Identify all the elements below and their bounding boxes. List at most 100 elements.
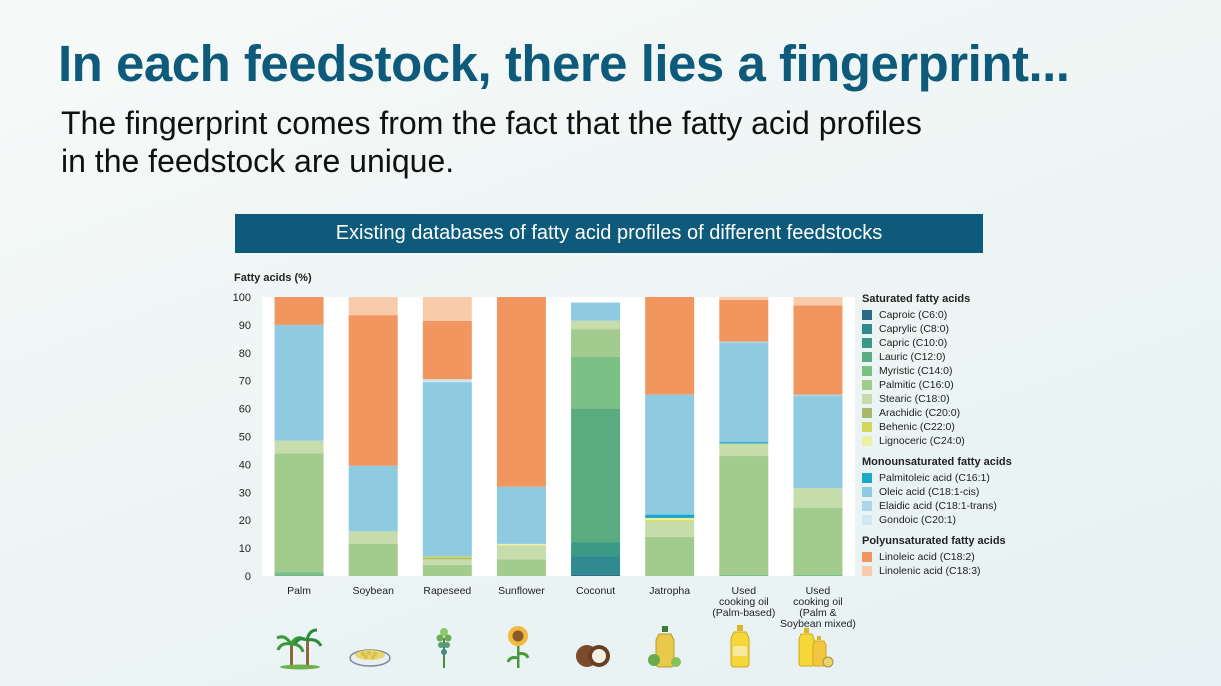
x-tick-label: Palm — [287, 585, 311, 597]
bar-segment — [274, 297, 324, 325]
bar-segment — [496, 486, 546, 544]
bar-segment — [719, 442, 769, 444]
legend-group: Polyunsaturated fatty acids Linoleic acid… — [862, 535, 1062, 578]
rapeseed-plant-icon — [436, 628, 452, 668]
bar-segment — [571, 574, 621, 576]
bar-segment — [645, 297, 695, 395]
bar-segment — [793, 396, 843, 489]
bar-segment — [793, 574, 843, 576]
bar-segment — [719, 443, 769, 457]
bar-segment — [645, 517, 695, 521]
y-tick-label: 60 — [239, 404, 251, 416]
bar-segment — [571, 320, 621, 330]
y-tick-label: 40 — [239, 459, 251, 471]
bar-segment — [274, 324, 324, 441]
jatropha-oil-icon — [648, 626, 681, 668]
legend-item: Caproic (C6:0) — [862, 308, 1062, 322]
bar-segment — [422, 564, 472, 576]
chart-legend: Saturated fatty acids Caproic (C6:0) Capry… — [862, 293, 1062, 586]
y-axis-label: Fatty acids (%) — [234, 272, 312, 284]
bar-segment — [645, 521, 695, 537]
x-tick-label: Jatropha — [649, 585, 690, 597]
legend-group-title: Saturated fatty acids — [862, 293, 971, 305]
legend-swatch — [862, 366, 872, 376]
bar-segment — [571, 329, 621, 357]
bar-segment — [645, 536, 695, 576]
chart-banner: Existing databases of fatty acid profile… — [235, 214, 983, 253]
y-tick-label: 10 — [239, 543, 251, 555]
bar-segment — [571, 356, 621, 409]
bar-segment — [571, 556, 621, 575]
legend-item: Palmitoleic acid (C16:1) — [862, 471, 1062, 485]
bar-segment — [348, 315, 398, 466]
legend-label: Lauric (C12:0) — [879, 351, 946, 363]
bar-segment — [496, 543, 546, 546]
legend-item: Arachidic (C20:0) — [862, 406, 1062, 420]
bar-segment — [422, 557, 472, 560]
legend-swatch — [862, 352, 872, 362]
legend-label: Myristic (C14:0) — [879, 365, 953, 377]
legend-item: Linolenic acid (C18:3) — [862, 564, 1062, 578]
bar-segment — [422, 320, 472, 380]
legend-swatch — [862, 501, 872, 511]
legend-swatch — [862, 473, 872, 483]
legend-label: Palmitic (C16:0) — [879, 379, 954, 391]
legend-group: Saturated fatty acids Caproic (C6:0) Capry… — [862, 293, 1062, 448]
bar-segment — [793, 394, 843, 397]
subtitle-line-2: in the feedstock are unique. — [61, 143, 455, 179]
legend-label: Oleic acid (C18:1-cis) — [879, 486, 980, 498]
bar-segment — [571, 302, 621, 321]
legend-swatch — [862, 436, 872, 446]
legend-label: Capric (C10:0) — [879, 337, 948, 349]
y-tick-label: 100 — [233, 292, 251, 304]
legend-item: Elaidic acid (C18:1-trans) — [862, 499, 1062, 513]
bar-segment — [793, 297, 843, 306]
legend-label: Arachidic (C20:0) — [879, 407, 961, 419]
sunflower-icon — [506, 626, 530, 668]
bar-segment — [422, 559, 472, 565]
legend-label: Elaidic acid (C18:1-trans) — [879, 500, 997, 512]
y-tick-label: 50 — [239, 432, 251, 444]
bar-segment — [274, 453, 324, 573]
slide-title: In each feedstock, there lies a fingerpr… — [58, 35, 1070, 92]
bar-segment — [422, 379, 472, 383]
mixed-oil-bottles-icon — [798, 628, 834, 668]
bar-segment — [348, 531, 398, 544]
legend-label: Palmitoleic acid (C16:1) — [879, 472, 990, 484]
legend-item: Linoleic acid (C18:2) — [862, 550, 1062, 564]
legend-item: Palmitic (C16:0) — [862, 378, 1062, 392]
bar-segment — [719, 456, 769, 575]
legend-item: Lauric (C12:0) — [862, 350, 1062, 364]
cooking-oil-bottle-icon — [730, 625, 750, 668]
bar-segment — [274, 575, 324, 576]
y-tick-label: 0 — [245, 571, 251, 583]
palm-tree-icon — [276, 628, 323, 670]
bar-segment — [719, 299, 769, 342]
bar-segment — [348, 543, 398, 576]
bar-segment — [719, 297, 769, 300]
bar-segment — [496, 559, 546, 576]
legend-item: Lignoceric (C24:0) — [862, 434, 1062, 448]
x-tick-label: Sunflower — [498, 585, 545, 597]
legend-swatch — [862, 422, 872, 432]
x-tick-label: Used cooking oil (Palm-based) — [712, 585, 775, 619]
bar-segment — [571, 408, 621, 543]
bar-segment — [274, 440, 324, 454]
legend-group-title: Monounsaturated fatty acids — [862, 456, 1012, 468]
y-tick-label: 30 — [239, 487, 251, 499]
bar-segment — [274, 572, 324, 576]
x-tick-label: Soybean — [352, 585, 394, 597]
bar-segment — [422, 297, 472, 321]
legend-label: Caproic (C6:0) — [879, 309, 948, 321]
legend-swatch — [862, 324, 872, 334]
legend-group: Monounsaturated fatty acids Palmitoleic a… — [862, 456, 1062, 527]
x-tick-label: Coconut — [576, 585, 615, 597]
bar-segment — [348, 465, 398, 532]
y-tick-label: 80 — [239, 348, 251, 360]
bar-segment — [422, 556, 472, 558]
legend-swatch — [862, 394, 872, 404]
bar-segment — [719, 343, 769, 443]
bar-segment — [571, 542, 621, 557]
bar-segment — [719, 341, 769, 344]
